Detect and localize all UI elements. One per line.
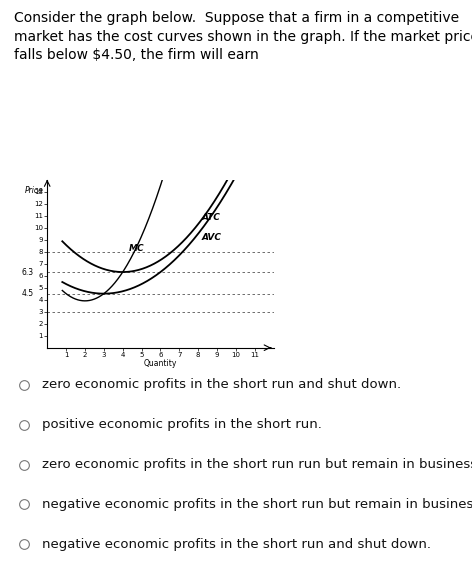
Text: positive economic profits in the short run.: positive economic profits in the short r… <box>42 418 322 431</box>
Text: negative economic profits in the short run and shut down.: negative economic profits in the short r… <box>42 538 431 551</box>
Text: MC: MC <box>128 244 144 253</box>
Text: negative economic profits in the short run but remain in business.: negative economic profits in the short r… <box>42 498 472 511</box>
Text: zero economic profits in the short run and shut down.: zero economic profits in the short run a… <box>42 378 402 391</box>
Text: Price: Price <box>25 186 43 194</box>
Text: ATC: ATC <box>202 213 221 222</box>
Text: 6.3: 6.3 <box>22 267 34 276</box>
X-axis label: Quantity: Quantity <box>144 359 177 368</box>
Text: AVC: AVC <box>202 233 222 242</box>
Text: Consider the graph below.  Suppose that a firm in a competitive
market has the c: Consider the graph below. Suppose that a… <box>14 11 472 62</box>
Text: zero economic profits in the short run run but remain in business.: zero economic profits in the short run r… <box>42 458 472 471</box>
Text: 4.5: 4.5 <box>22 289 34 298</box>
